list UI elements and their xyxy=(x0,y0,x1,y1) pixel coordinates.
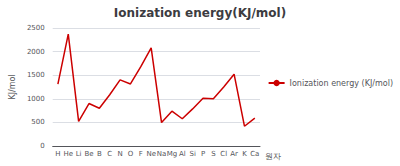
svg-text:500: 500 xyxy=(31,118,44,126)
svg-text:Ne: Ne xyxy=(146,150,156,158)
svg-text:KJ/mol: KJ/mol xyxy=(8,74,17,99)
svg-text:K: K xyxy=(242,150,247,158)
svg-text:Al: Al xyxy=(179,150,186,158)
svg-text:Si: Si xyxy=(189,150,195,158)
svg-text:Li: Li xyxy=(76,150,82,158)
svg-text:Ca: Ca xyxy=(250,150,259,158)
svg-text:Ionization energy (KJ/mol): Ionization energy (KJ/mol) xyxy=(290,79,393,88)
svg-text:N: N xyxy=(117,150,122,158)
svg-text:O: O xyxy=(128,150,134,158)
svg-text:P: P xyxy=(201,150,205,158)
svg-text:2500: 2500 xyxy=(27,24,45,32)
svg-text:S: S xyxy=(211,150,216,158)
svg-text:Ionization energy(KJ/mol): Ionization energy(KJ/mol) xyxy=(114,6,286,20)
svg-text:0: 0 xyxy=(40,142,44,150)
svg-text:B: B xyxy=(97,150,102,158)
svg-text:Mg: Mg xyxy=(167,150,177,158)
svg-text:F: F xyxy=(139,150,143,158)
svg-text:He: He xyxy=(63,150,73,158)
svg-text:H: H xyxy=(55,150,60,158)
svg-text:Na: Na xyxy=(157,150,167,158)
svg-text:2000: 2000 xyxy=(27,48,45,56)
svg-text:원자: 원자 xyxy=(265,152,281,161)
svg-text:Ar: Ar xyxy=(230,150,238,158)
svg-text:Be: Be xyxy=(84,150,93,158)
svg-text:C: C xyxy=(107,150,112,158)
svg-text:1500: 1500 xyxy=(27,71,45,79)
svg-text:Cl: Cl xyxy=(220,150,227,158)
svg-text:1000: 1000 xyxy=(27,95,45,103)
